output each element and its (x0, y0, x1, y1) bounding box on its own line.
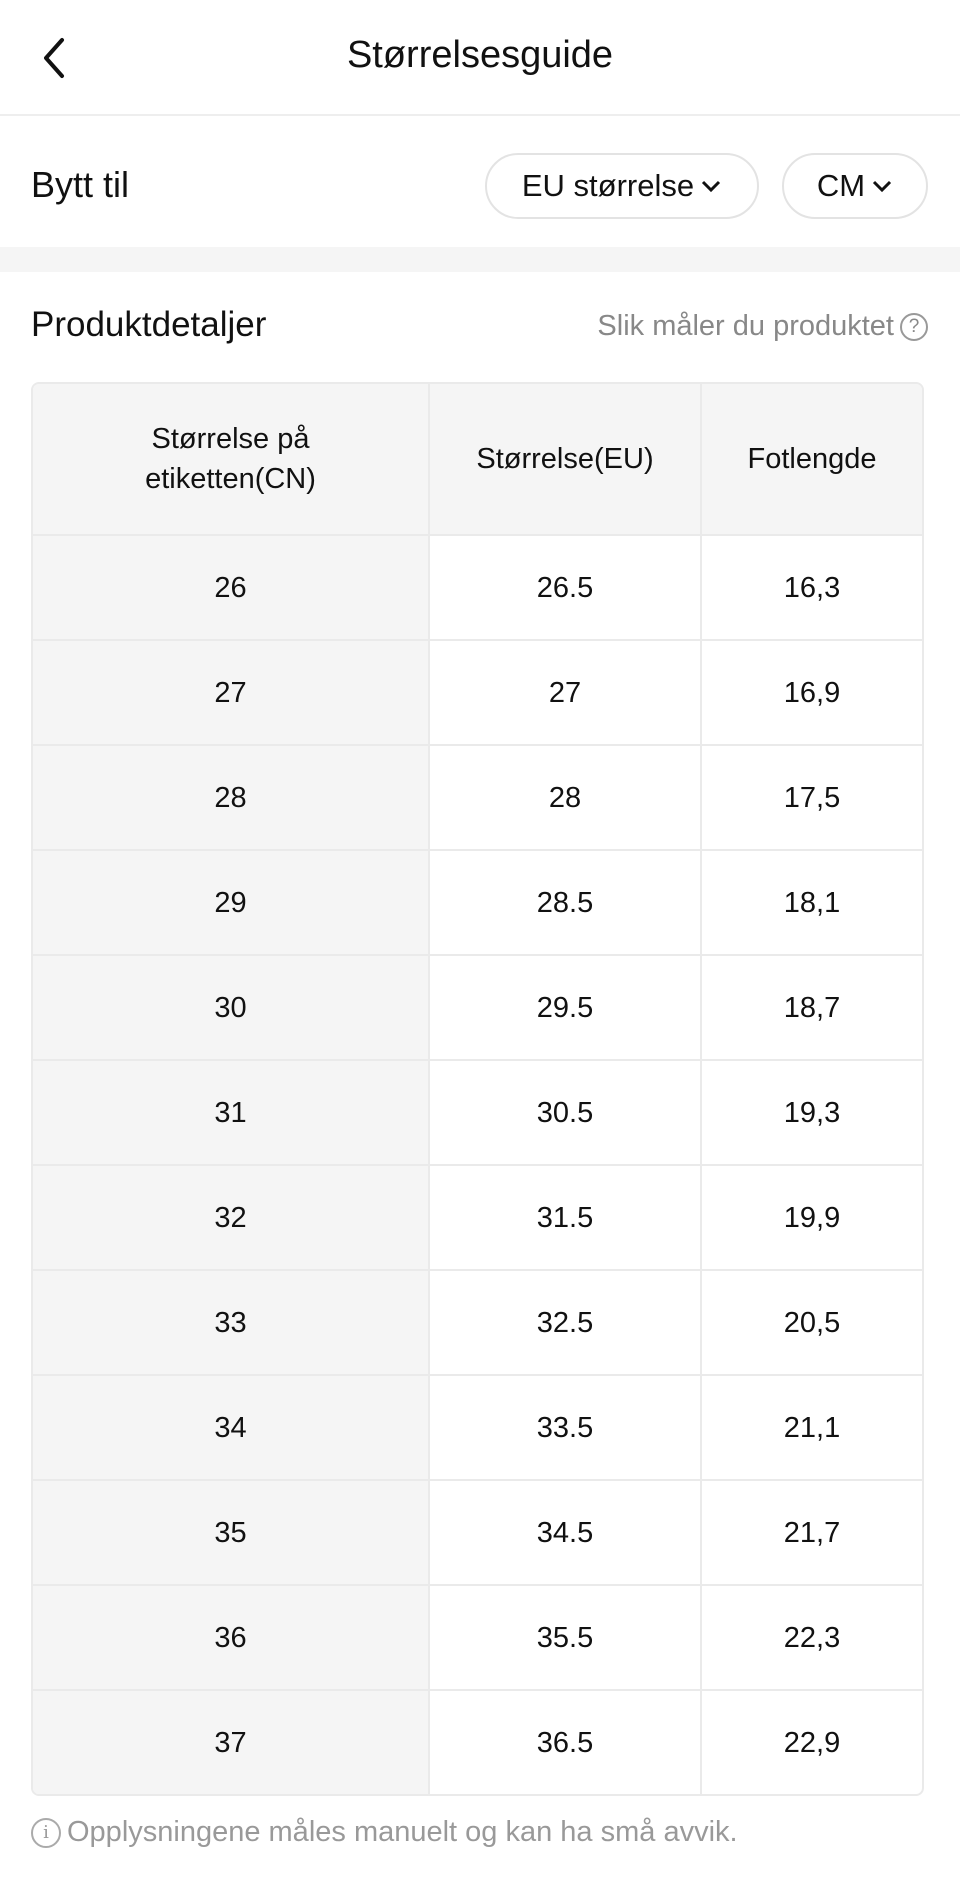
table-row: 28 28 17,5 (33, 744, 922, 849)
table-cell: 28 (33, 746, 430, 849)
table-cell: 36 (33, 1586, 430, 1689)
table-cell: 22,9 (783, 1726, 841, 1759)
divider (0, 247, 960, 272)
chevron-left-icon (44, 38, 64, 78)
size-table: Størrelse på etiketten(CN) Størrelse(EU)… (31, 382, 924, 1796)
table-cell: 32.5 (430, 1271, 702, 1374)
column-header: Størrelse på etiketten(CN) (33, 384, 430, 534)
page-title: Størrelsesguide (346, 34, 614, 76)
table-cell: 32 (33, 1166, 430, 1269)
table-cell: 35.5 (430, 1586, 702, 1689)
column-header: Størrelse(EU) (430, 384, 702, 534)
table-cell: 37 (33, 1691, 430, 1794)
table-cell: 33 (33, 1271, 430, 1374)
table-row: 29 28.5 18,1 (33, 849, 922, 954)
table-cell: 21,7 (783, 1516, 841, 1549)
switch-label: Bytt til (31, 164, 130, 205)
table-row: 30 29.5 18,7 (33, 954, 922, 1059)
table-cell: 31 (33, 1061, 430, 1164)
unit-dropdown[interactable]: CM (782, 153, 928, 219)
question-icon: ? (900, 312, 928, 341)
table-cell: 34 (33, 1376, 430, 1479)
table-cell: 27 (33, 641, 430, 744)
table-cell: 28 (430, 746, 702, 849)
disclaimer: i Opplysningene måles manuelt og kan ha … (31, 1816, 738, 1849)
unit-value: CM (816, 168, 866, 203)
table-cell: 21,1 (783, 1411, 841, 1444)
table-header: Størrelse på etiketten(CN) Størrelse(EU)… (33, 384, 922, 534)
table-cell: 22,3 (783, 1621, 841, 1654)
table-cell: 19,9 (783, 1201, 841, 1234)
table-row: 26 26.5 16,3 (33, 534, 922, 639)
table-cell: 26.5 (430, 536, 702, 639)
table-cell: 17,5 (783, 781, 841, 814)
disclaimer-text: Opplysningene måles manuelt og kan ha sm… (67, 1816, 738, 1848)
table-cell: 33.5 (430, 1376, 702, 1479)
table-cell: 36.5 (430, 1691, 702, 1794)
table-row: 36 35.5 22,3 (33, 1584, 922, 1689)
table-cell: 18,1 (783, 886, 841, 919)
table-row: 27 27 16,9 (33, 639, 922, 744)
section-title: Produktdetaljer (31, 305, 267, 344)
chevron-down-icon (873, 180, 892, 193)
table-cell: 31.5 (430, 1166, 702, 1269)
table-cell: 28.5 (430, 851, 702, 954)
chevron-down-icon (702, 180, 721, 193)
table-row: 31 30.5 19,3 (33, 1059, 922, 1164)
table-row: 32 31.5 19,9 (33, 1164, 922, 1269)
header: Størrelsesguide (0, 0, 960, 116)
table-cell: 16,3 (783, 571, 841, 604)
how-to-measure-label: Slik måler du produktet (597, 310, 894, 342)
table-cell: 29.5 (430, 956, 702, 1059)
table-cell: 35 (33, 1481, 430, 1584)
table-row: 33 32.5 20,5 (33, 1269, 922, 1374)
table-cell: 34.5 (430, 1481, 702, 1584)
table-cell: 16,9 (783, 676, 841, 709)
table-row: 37 36.5 22,9 (33, 1689, 922, 1794)
how-to-measure-link[interactable]: Slik måler du produktet ? (597, 310, 928, 343)
table-cell: 18,7 (783, 991, 841, 1024)
column-header: Fotlengde (747, 443, 877, 475)
size-system-value: EU størrelse (521, 168, 695, 203)
size-system-dropdown[interactable]: EU størrelse (485, 153, 759, 219)
switch-row: Bytt til EU størrelse CM (0, 116, 960, 247)
table-row: 34 33.5 21,1 (33, 1374, 922, 1479)
table-cell: 26 (33, 536, 430, 639)
table-row: 35 34.5 21,7 (33, 1479, 922, 1584)
table-cell: 20,5 (783, 1306, 841, 1339)
table-cell: 29 (33, 851, 430, 954)
table-cell: 30.5 (430, 1061, 702, 1164)
table-cell: 27 (430, 641, 702, 744)
back-button[interactable] (36, 34, 76, 82)
info-icon: i (31, 1817, 61, 1848)
table-cell: 30 (33, 956, 430, 1059)
table-cell: 19,3 (783, 1096, 841, 1129)
